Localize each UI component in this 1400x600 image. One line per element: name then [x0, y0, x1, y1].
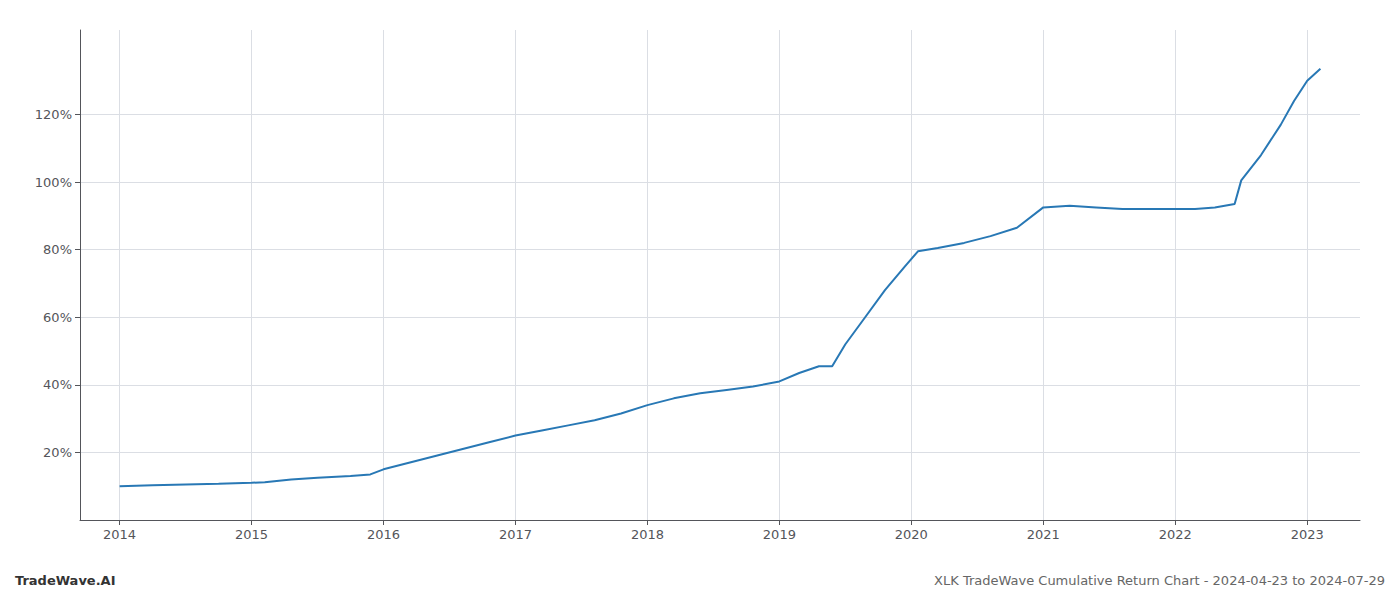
svg-text:80%: 80% — [43, 242, 72, 257]
svg-text:100%: 100% — [35, 175, 72, 190]
svg-text:2014: 2014 — [103, 527, 136, 542]
svg-text:TradeWave.AI: TradeWave.AI — [15, 573, 116, 588]
svg-text:60%: 60% — [43, 310, 72, 325]
svg-text:2018: 2018 — [631, 527, 664, 542]
svg-text:2020: 2020 — [895, 527, 928, 542]
svg-text:2016: 2016 — [367, 527, 400, 542]
svg-text:2015: 2015 — [235, 527, 268, 542]
svg-text:20%: 20% — [43, 445, 72, 460]
svg-text:2021: 2021 — [1027, 527, 1060, 542]
svg-text:2017: 2017 — [499, 527, 532, 542]
svg-text:2023: 2023 — [1291, 527, 1324, 542]
svg-text:40%: 40% — [43, 377, 72, 392]
svg-text:2019: 2019 — [763, 527, 796, 542]
svg-text:120%: 120% — [35, 107, 72, 122]
svg-text:2022: 2022 — [1159, 527, 1192, 542]
svg-text:XLK TradeWave Cumulative Retur: XLK TradeWave Cumulative Return Chart - … — [934, 573, 1385, 588]
